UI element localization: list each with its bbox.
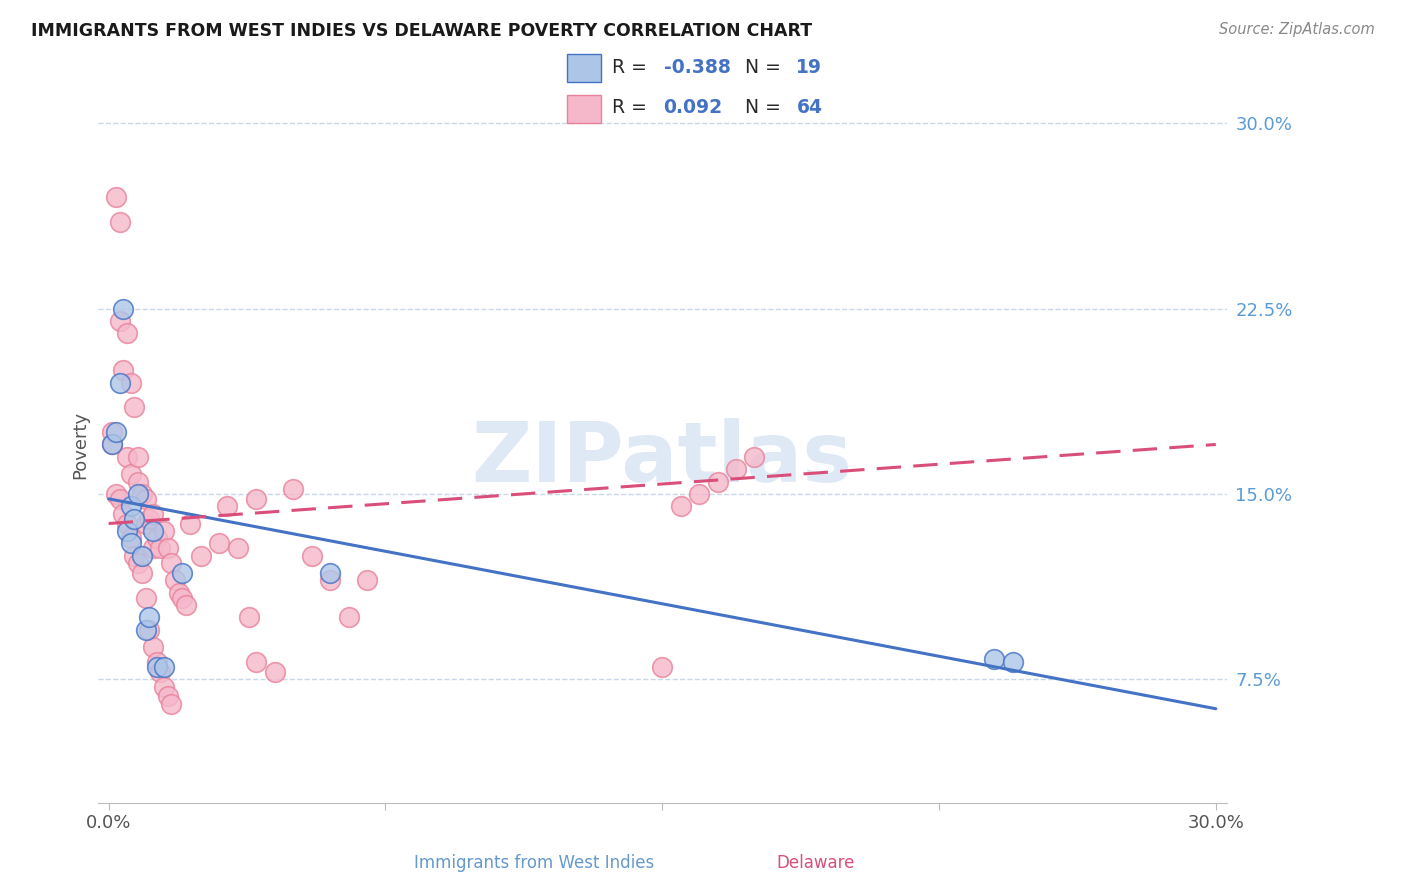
Text: N =: N =: [745, 58, 787, 78]
Point: [301, 549, 323, 563]
Text: R =: R =: [613, 58, 654, 78]
Point: [112, 507, 135, 521]
Point: [651, 659, 673, 673]
Point: [115, 326, 138, 341]
Point: [149, 541, 172, 556]
Point: [983, 652, 1005, 666]
Point: [120, 500, 142, 514]
Point: [319, 574, 342, 588]
Point: [135, 491, 157, 506]
Text: Source: ZipAtlas.com: Source: ZipAtlas.com: [1219, 22, 1375, 37]
FancyBboxPatch shape: [567, 95, 600, 122]
Point: [124, 401, 146, 415]
Point: [112, 301, 135, 316]
Point: [153, 524, 176, 538]
Point: [156, 541, 179, 556]
Point: [283, 482, 305, 496]
Point: [142, 541, 165, 556]
Point: [127, 475, 149, 489]
Point: [120, 467, 142, 482]
Point: [101, 437, 124, 451]
Text: N =: N =: [745, 98, 787, 117]
Point: [138, 610, 160, 624]
Point: [706, 475, 728, 489]
Point: [108, 314, 131, 328]
Point: [174, 598, 197, 612]
FancyBboxPatch shape: [567, 54, 600, 82]
Point: [145, 655, 167, 669]
Point: [208, 536, 231, 550]
Point: [153, 659, 176, 673]
Point: [135, 623, 157, 637]
Point: [142, 507, 165, 521]
Point: [105, 487, 128, 501]
Point: [356, 574, 378, 588]
Point: [156, 690, 179, 704]
Point: [215, 500, 238, 514]
Point: [165, 574, 187, 588]
Point: [226, 541, 249, 556]
Point: [131, 487, 153, 501]
Text: R =: R =: [613, 98, 659, 117]
Text: 19: 19: [796, 58, 823, 78]
Point: [115, 516, 138, 531]
Point: [101, 437, 124, 451]
Y-axis label: Poverty: Poverty: [72, 410, 89, 478]
Point: [688, 487, 710, 501]
Point: [115, 450, 138, 464]
Point: [238, 610, 260, 624]
Point: [108, 215, 131, 229]
Point: [108, 376, 131, 390]
Point: [105, 190, 128, 204]
Point: [120, 536, 142, 550]
Point: [108, 491, 131, 506]
Point: [337, 610, 360, 624]
Point: [167, 585, 190, 599]
Point: [263, 665, 285, 679]
Point: [131, 549, 153, 563]
Point: [127, 450, 149, 464]
Point: [135, 591, 157, 605]
Point: [160, 556, 183, 570]
Point: [145, 532, 167, 546]
Point: [1001, 655, 1024, 669]
Text: -0.388: -0.388: [664, 58, 731, 78]
Point: [127, 487, 149, 501]
Point: [135, 516, 157, 531]
Point: [145, 659, 167, 673]
Text: 0.092: 0.092: [664, 98, 723, 117]
Point: [153, 680, 176, 694]
Point: [245, 655, 267, 669]
Point: [142, 640, 165, 654]
Point: [131, 566, 153, 580]
Point: [160, 697, 183, 711]
Text: IMMIGRANTS FROM WEST INDIES VS DELAWARE POVERTY CORRELATION CHART: IMMIGRANTS FROM WEST INDIES VS DELAWARE …: [31, 22, 813, 40]
Point: [120, 532, 142, 546]
Point: [142, 524, 165, 538]
Point: [190, 549, 212, 563]
Text: 64: 64: [796, 98, 823, 117]
Point: [124, 511, 146, 525]
Point: [724, 462, 747, 476]
Point: [319, 566, 342, 580]
Point: [172, 591, 194, 605]
Point: [127, 556, 149, 570]
Point: [101, 425, 124, 439]
Point: [120, 376, 142, 390]
Point: [669, 500, 692, 514]
Text: Immigrants from West Indies: Immigrants from West Indies: [415, 855, 654, 872]
Point: [179, 516, 201, 531]
Point: [112, 363, 135, 377]
Point: [744, 450, 766, 464]
Text: ZIPatlas: ZIPatlas: [472, 418, 852, 500]
Point: [245, 491, 267, 506]
Point: [149, 665, 172, 679]
Text: Delaware: Delaware: [776, 855, 855, 872]
Point: [138, 623, 160, 637]
Point: [105, 425, 128, 439]
Point: [172, 566, 194, 580]
Point: [115, 524, 138, 538]
Point: [124, 549, 146, 563]
Point: [138, 511, 160, 525]
